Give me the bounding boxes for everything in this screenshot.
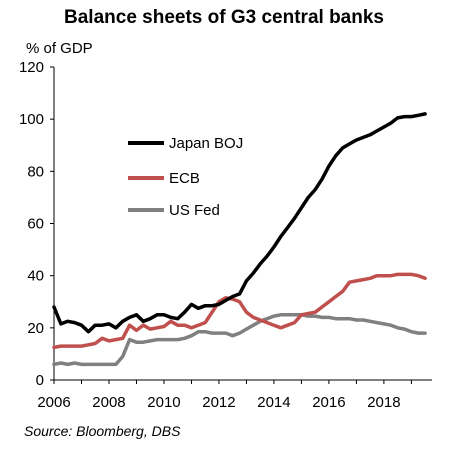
x-tick-label: 2010 (147, 394, 180, 411)
source-note: Source: Bloomberg, DBS (24, 423, 181, 439)
x-tick-label: 2014 (257, 394, 290, 411)
series-lines (52, 112, 427, 367)
x-tick-labels: 2006 2008 2010 2012 2014 2016 2018 (37, 394, 400, 411)
series-line-ecb (52, 272, 427, 350)
x-tick-label: 2018 (367, 394, 400, 411)
chart-title: Balance sheets of G3 central banks (64, 7, 384, 28)
y-tick-label: 100 (19, 111, 44, 128)
y-tick-labels: 0 20 40 60 80 100 120 (19, 59, 44, 389)
tick-marks (50, 66, 412, 384)
x-tick-label: 2016 (312, 394, 345, 411)
y-tick-label: 120 (19, 59, 44, 76)
legend-label: Japan BOJ (169, 135, 243, 152)
x-tick-label: 2012 (202, 394, 235, 411)
series-line-us-fed (52, 313, 427, 367)
x-tick-label: 2006 (37, 394, 70, 411)
y-tick-label: 20 (27, 320, 44, 337)
legend-label: US Fed (169, 202, 220, 219)
x-tick-label: 2008 (92, 394, 125, 411)
series-line-japan-boj (52, 112, 427, 334)
y-tick-label: 40 (27, 268, 44, 285)
y-tick-label: 80 (27, 163, 44, 180)
legend: Japan BOJ ECB US Fed (128, 135, 243, 219)
legend-label: ECB (169, 170, 200, 187)
y-axis-unit-label: % of GDP (26, 40, 93, 57)
y-tick-label: 0 (36, 372, 44, 389)
y-tick-label: 60 (27, 216, 44, 233)
